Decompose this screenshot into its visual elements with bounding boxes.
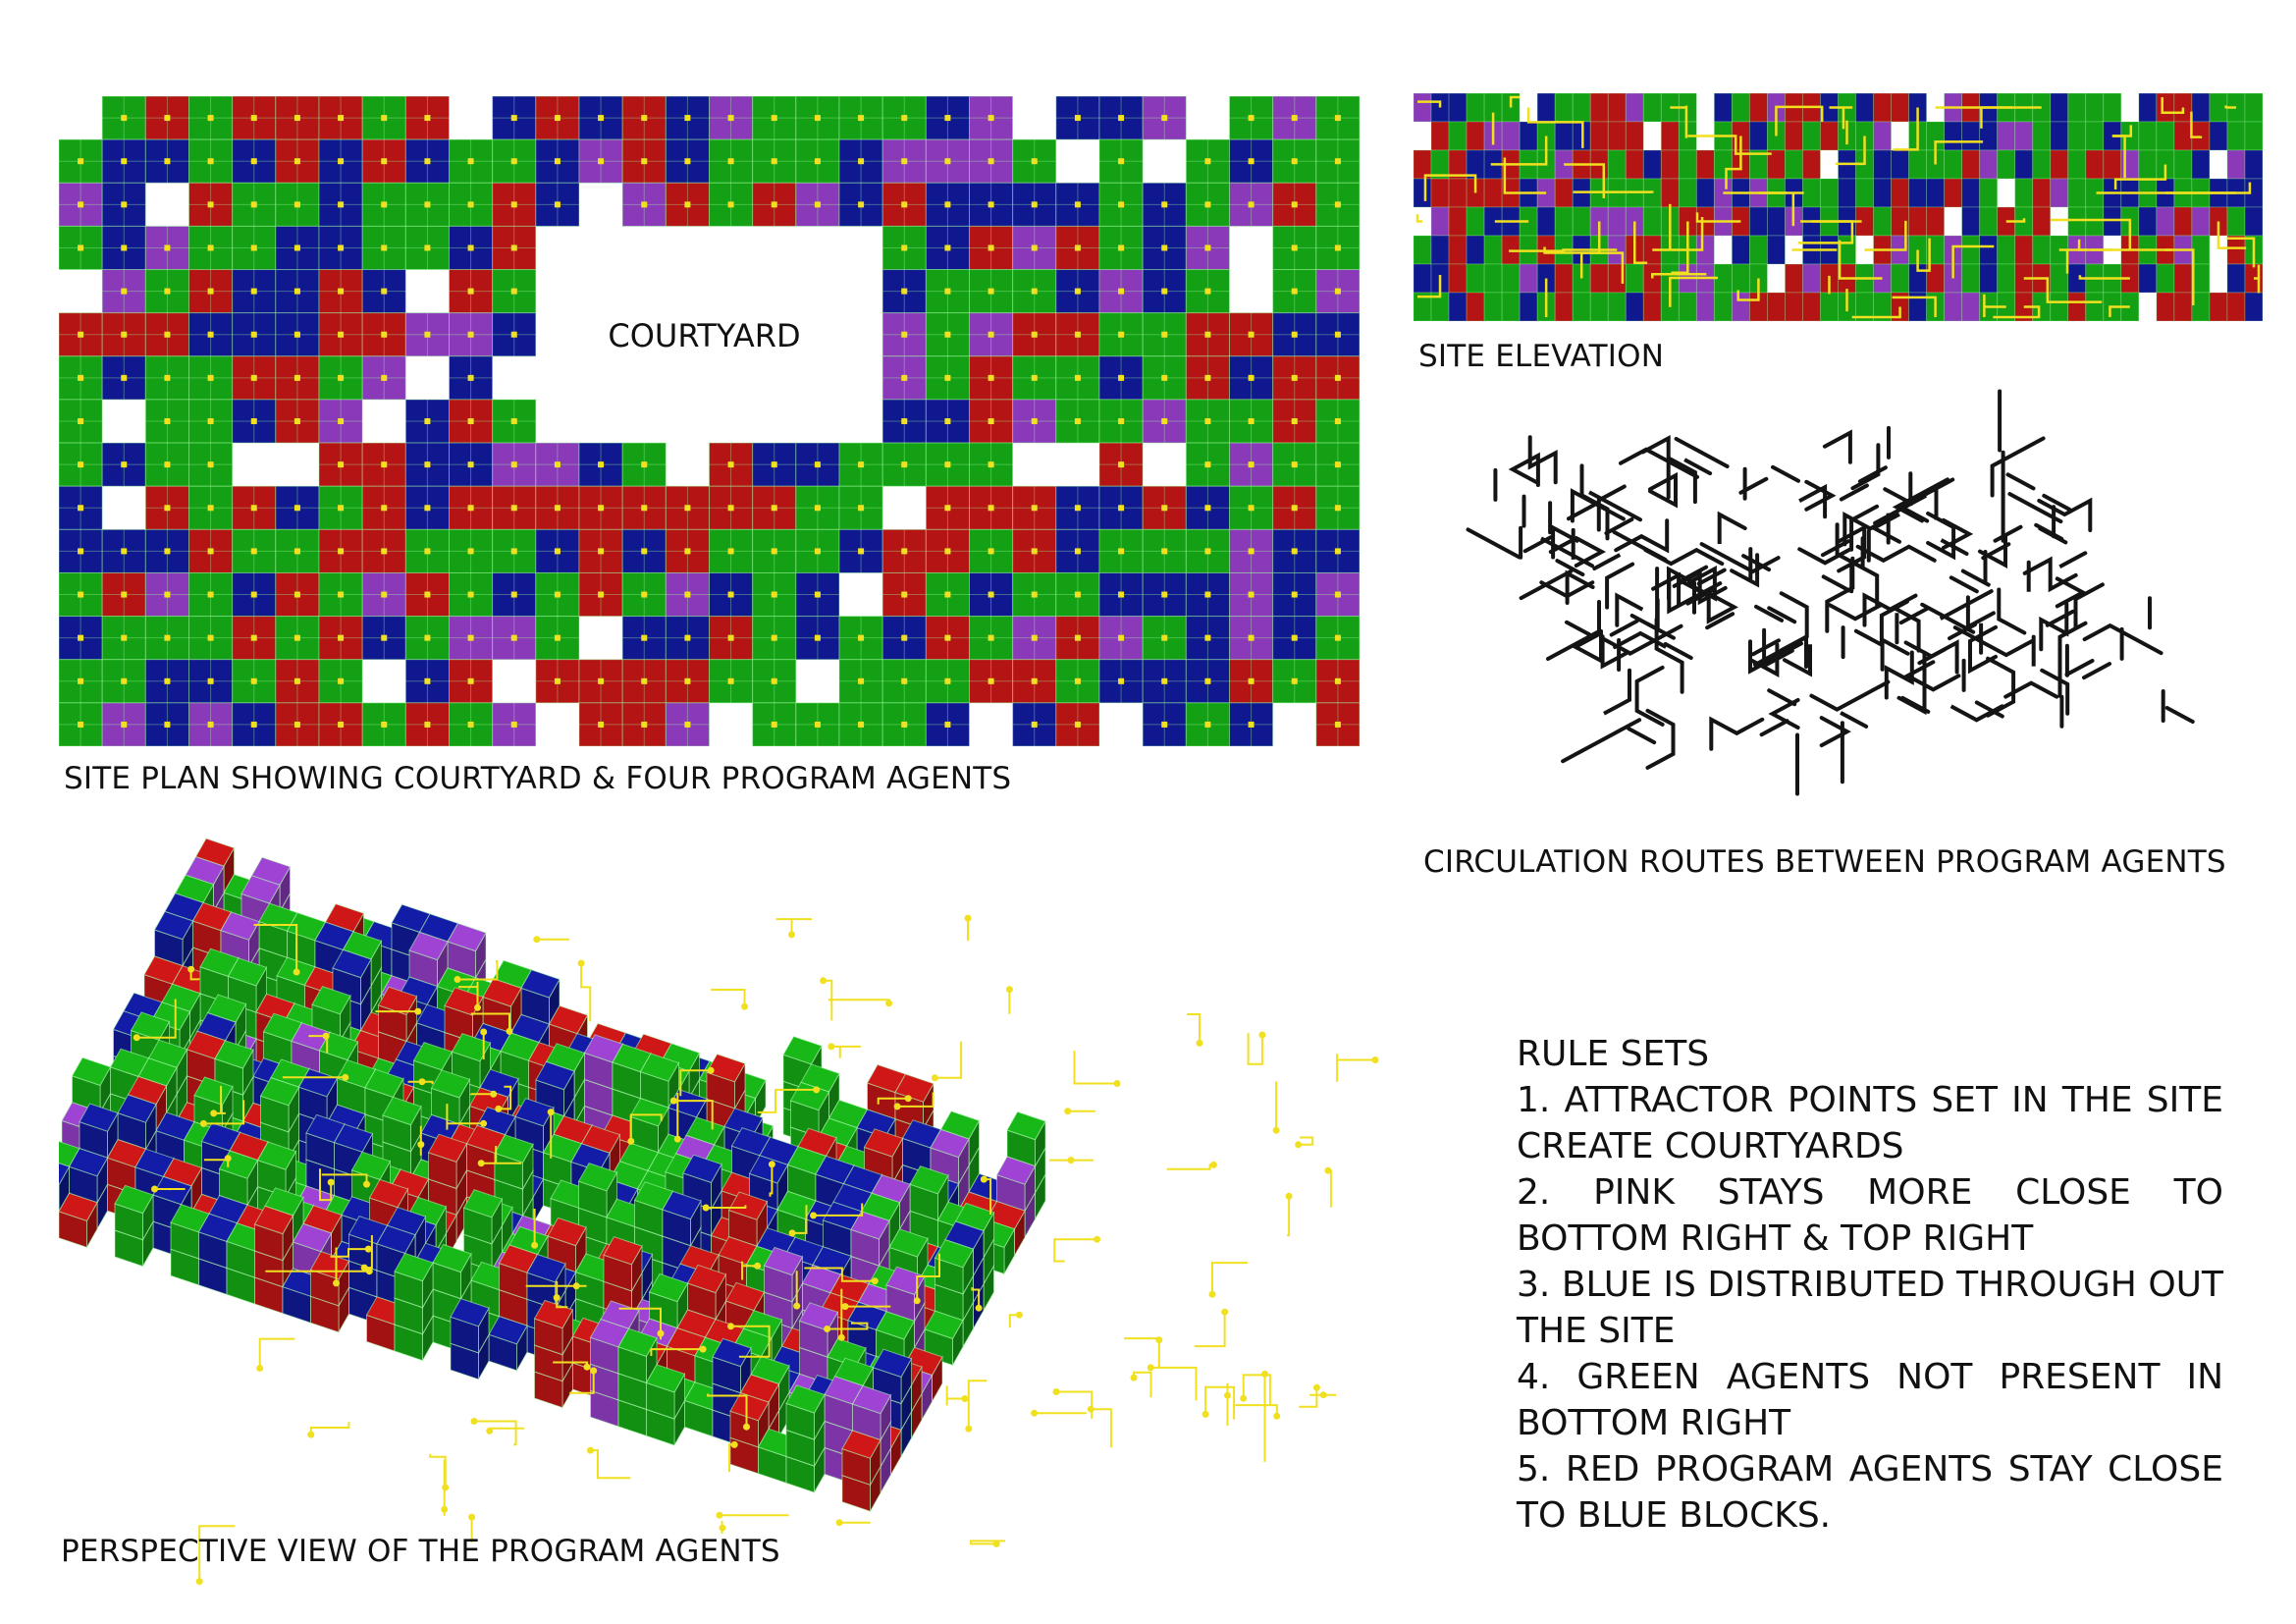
site-elevation-caption: SITE ELEVATION (1418, 339, 1665, 374)
rule-sets: RULE SETS 1. ATTRACTOR POINTS SET IN THE… (1517, 1031, 2223, 1539)
perspective-view (59, 838, 1379, 1586)
rule-4: 4. GREEN AGENTS NOT PRESENT IN BOTTOM RI… (1517, 1357, 2223, 1443)
rule-3: 3. BLUE IS DISTRIBUTED THROUGH OUT THE S… (1517, 1265, 2223, 1351)
rule-2: 2. PINK STAYS MORE CLOSE TO BOTTOM RIGHT… (1517, 1172, 2223, 1259)
plan-cells (59, 96, 1360, 746)
circulation-routes-diagram (1466, 389, 2195, 796)
circulation-caption: CIRCULATION ROUTES BETWEEN PROGRAM AGENT… (1423, 844, 2226, 880)
voxel-circulation (133, 914, 1379, 1586)
site-plan (59, 96, 1360, 746)
rule-sets-title: RULE SETS (1517, 1034, 1710, 1074)
elevation-circulation (1415, 95, 2261, 319)
rule-1: 1. ATTRACTOR POINTS SET IN THE SITE CREA… (1517, 1080, 2223, 1166)
rule-5: 5. RED PROGRAM AGENTS STAY CLOSE TO BLUE… (1517, 1449, 2223, 1536)
courtyard-label: COURTYARD (608, 317, 801, 354)
site-elevation (1414, 93, 2263, 321)
route-segments (1466, 389, 2195, 796)
elevation-cells (1414, 93, 2263, 321)
perspective-caption: PERSPECTIVE VIEW OF THE PROGRAM AGENTS (61, 1534, 780, 1569)
site-plan-caption: SITE PLAN SHOWING COURTYARD & FOUR PROGR… (64, 761, 1012, 796)
